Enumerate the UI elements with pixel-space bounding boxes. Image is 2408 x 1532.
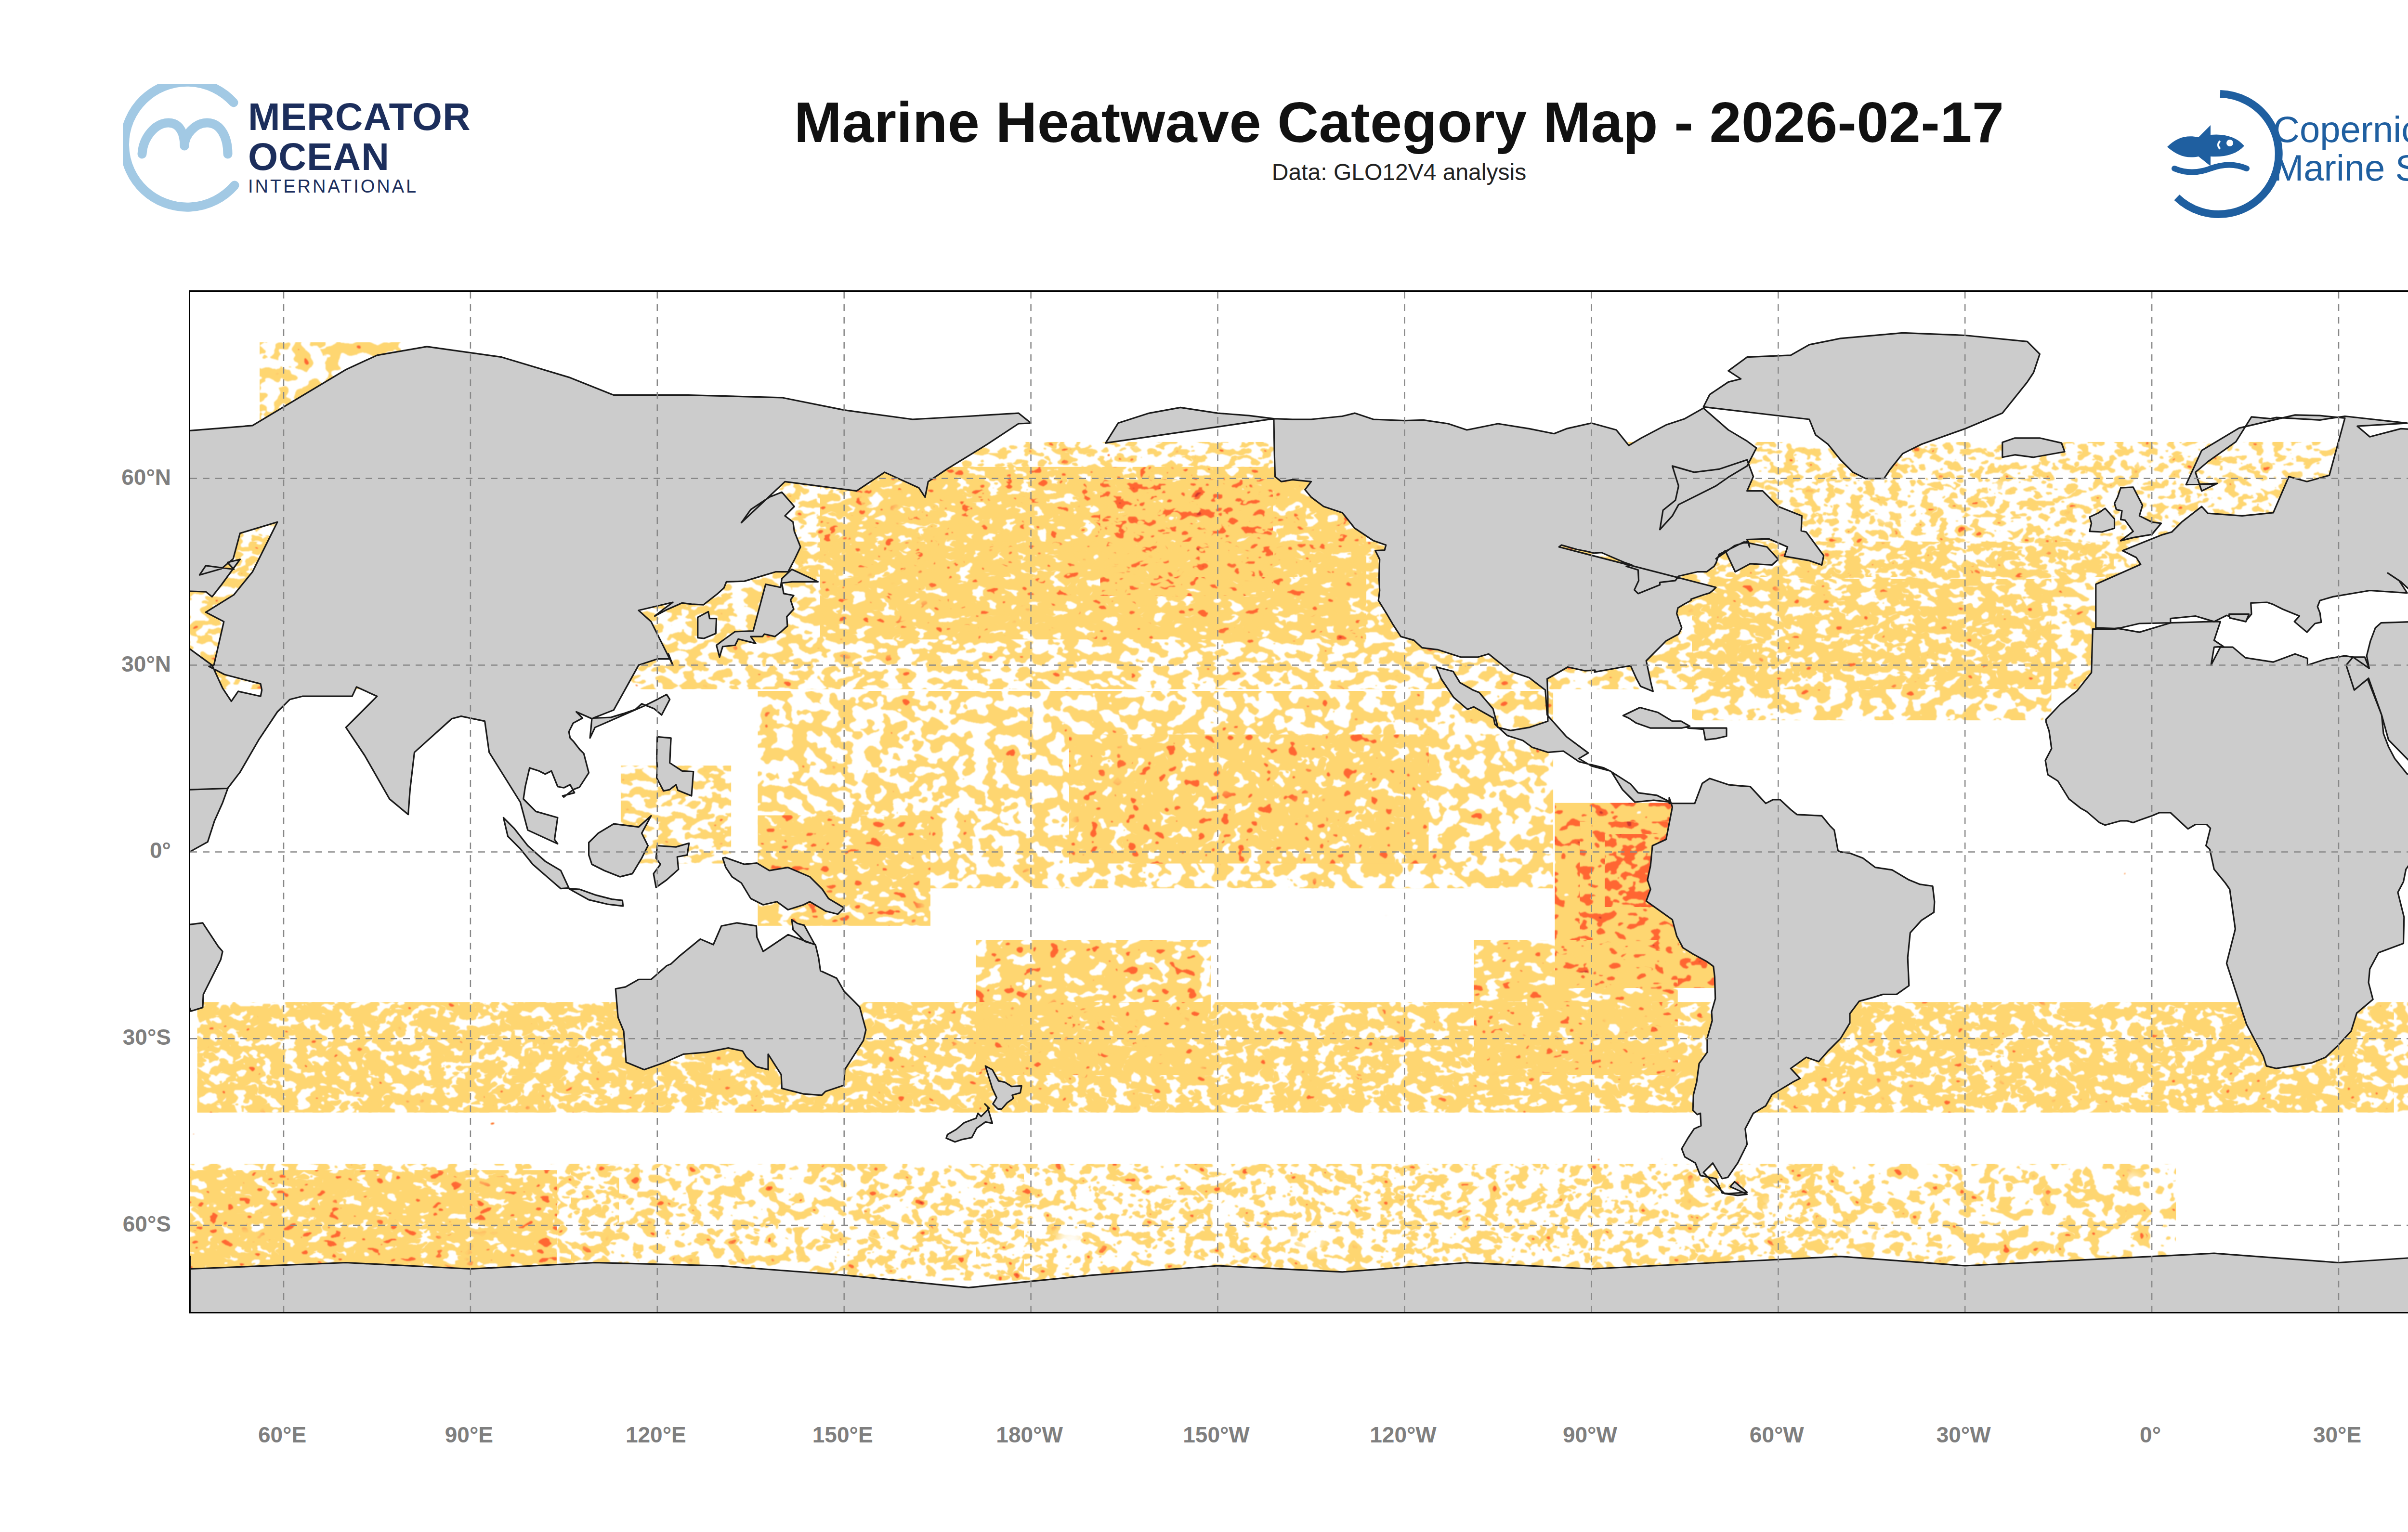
- svg-text:Copernicus: Copernicus: [2273, 109, 2408, 150]
- svg-text:Marine Service: Marine Service: [2273, 147, 2408, 188]
